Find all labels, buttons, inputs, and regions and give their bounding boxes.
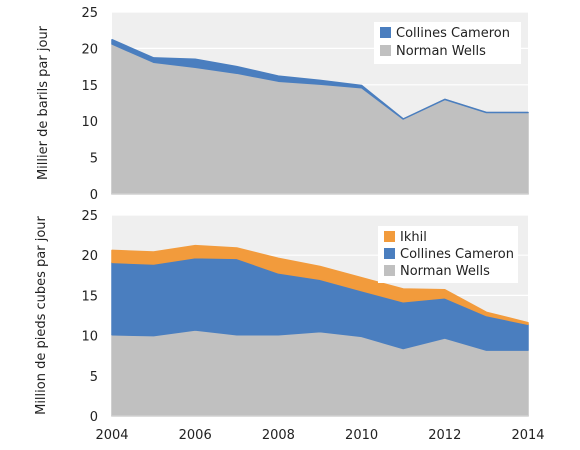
legend-label: Collines Cameron: [396, 26, 510, 41]
legend-box: [378, 226, 518, 283]
y-tick-label: 0: [90, 410, 98, 425]
legend-label: Norman Wells: [396, 44, 486, 59]
legend-box: [374, 22, 521, 64]
y-tick-label: 15: [81, 79, 98, 94]
chart-panel-2: 0 5 10 15 20 25 2004 2006 2008 2010 2012 2014 Millio…: [34, 209, 545, 443]
legend-label: Collines Cameron: [400, 247, 514, 262]
y-axis-label: Millier de barils par jour: [36, 25, 51, 180]
y-tick-label: 5: [90, 370, 98, 385]
series-area-ikhil: [111, 244, 529, 326]
legend: Ikhil Collines Cameron Norman Wells: [378, 226, 518, 283]
x-tick-label: 2008: [262, 428, 295, 443]
legend-swatch: [380, 45, 391, 56]
legend-swatch: [380, 27, 391, 38]
legend-label: Ikhil: [400, 230, 427, 245]
legend-swatch: [384, 248, 395, 259]
legend: Collines Cameron Norman Wells: [374, 22, 521, 64]
y-axis-label: Million de pieds cubes par jour: [34, 215, 49, 414]
y-tick-label: 25: [81, 209, 98, 224]
y-tick-label: 25: [81, 6, 98, 21]
legend-label: Norman Wells: [400, 264, 490, 279]
y-tick-label: 10: [81, 330, 98, 345]
y-tick-label: 20: [81, 249, 98, 264]
legend-swatch: [384, 265, 395, 276]
x-tick-label: 2014: [511, 428, 544, 443]
x-tick-label: 2006: [179, 428, 212, 443]
y-tick-label: 20: [81, 42, 98, 57]
x-tick-label: 2012: [428, 428, 461, 443]
y-tick-label: 10: [81, 115, 98, 130]
y-tick-label: 0: [90, 188, 98, 203]
chart-panel-1: 0 5 10 15 20 25 Millier de barils par jour Coll…: [36, 6, 529, 203]
series-area-collines-cameron: [111, 38, 529, 120]
legend-swatch: [384, 231, 395, 242]
y-tick-label: 5: [90, 152, 98, 167]
x-tick-label: 2004: [95, 428, 128, 443]
x-tick-label: 2010: [345, 428, 378, 443]
y-tick-label: 15: [81, 289, 98, 304]
